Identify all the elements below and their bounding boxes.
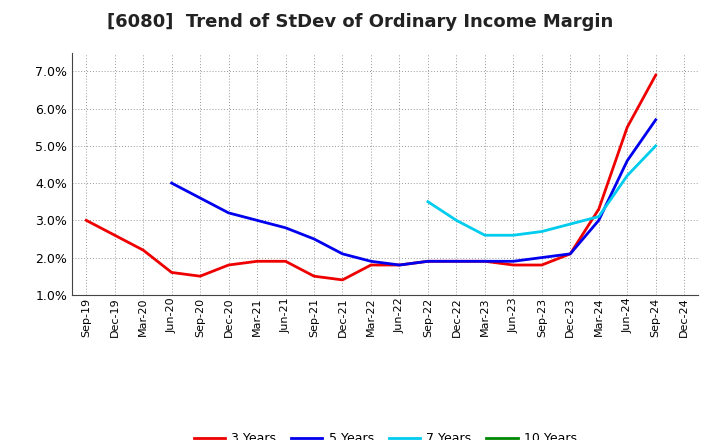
3 Years (623, 125, 631, 130)
3 Years (480, 259, 489, 264)
5 Years (282, 225, 290, 231)
3 Years (452, 259, 461, 264)
3 Years (253, 259, 261, 264)
7 Years (652, 143, 660, 149)
7 Years (595, 214, 603, 219)
5 Years (595, 218, 603, 223)
5 Years (225, 210, 233, 216)
5 Years (480, 259, 489, 264)
5 Years (338, 251, 347, 257)
7 Years (423, 199, 432, 204)
3 Years (509, 262, 518, 268)
5 Years (509, 259, 518, 264)
3 Years (282, 259, 290, 264)
Legend: 3 Years, 5 Years, 7 Years, 10 Years: 3 Years, 5 Years, 7 Years, 10 Years (189, 427, 582, 440)
3 Years (395, 262, 404, 268)
3 Years (82, 218, 91, 223)
5 Years (452, 259, 461, 264)
3 Years (196, 274, 204, 279)
Line: 7 Years: 7 Years (428, 146, 656, 235)
Line: 5 Years: 5 Years (171, 120, 656, 265)
5 Years (196, 195, 204, 201)
3 Years (366, 262, 375, 268)
Text: [6080]  Trend of StDev of Ordinary Income Margin: [6080] Trend of StDev of Ordinary Income… (107, 13, 613, 31)
7 Years (452, 218, 461, 223)
5 Years (253, 218, 261, 223)
5 Years (423, 259, 432, 264)
3 Years (225, 262, 233, 268)
3 Years (423, 259, 432, 264)
7 Years (623, 173, 631, 178)
7 Years (509, 233, 518, 238)
7 Years (480, 233, 489, 238)
Line: 3 Years: 3 Years (86, 75, 656, 280)
5 Years (395, 262, 404, 268)
5 Years (310, 236, 318, 242)
3 Years (167, 270, 176, 275)
5 Years (652, 117, 660, 122)
5 Years (623, 158, 631, 163)
5 Years (167, 180, 176, 186)
5 Years (537, 255, 546, 260)
3 Years (652, 73, 660, 78)
5 Years (566, 251, 575, 257)
3 Years (310, 274, 318, 279)
3 Years (595, 206, 603, 212)
7 Years (566, 221, 575, 227)
7 Years (537, 229, 546, 234)
3 Years (110, 233, 119, 238)
5 Years (366, 259, 375, 264)
3 Years (139, 247, 148, 253)
3 Years (566, 251, 575, 257)
3 Years (537, 262, 546, 268)
3 Years (338, 277, 347, 282)
